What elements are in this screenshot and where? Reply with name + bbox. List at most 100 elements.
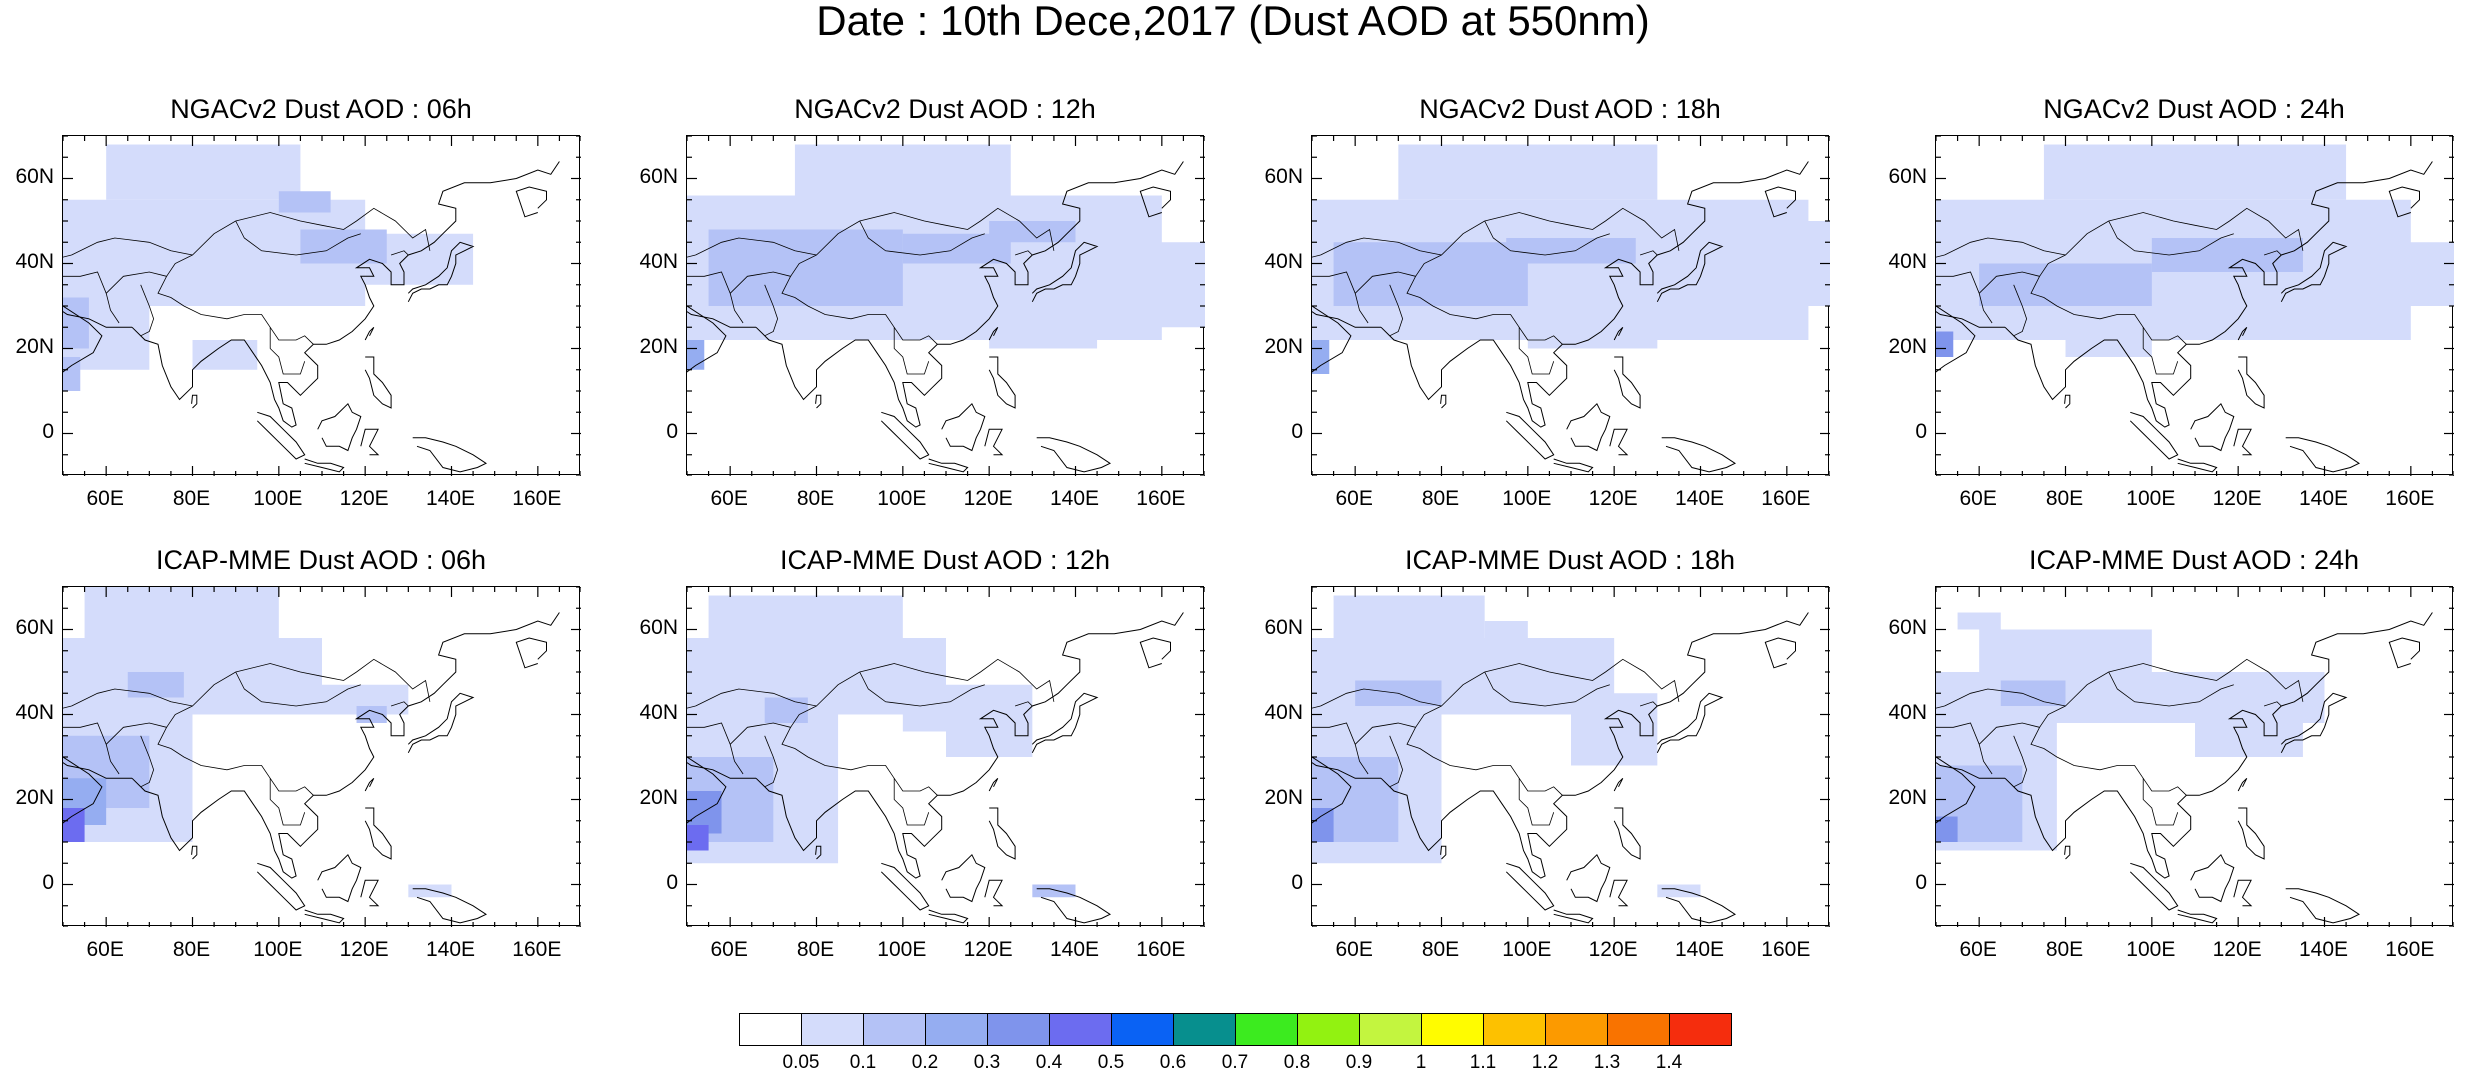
country-border [764, 284, 779, 337]
dust-aod-map [1312, 136, 1830, 476]
country-border [695, 658, 1055, 707]
dust-cell [1312, 808, 1334, 842]
lat-tick-label: 60N [1888, 615, 1927, 639]
coastline [988, 326, 999, 341]
coastline [2388, 637, 2420, 669]
coastline [1613, 807, 1641, 860]
dust-cell [764, 697, 808, 723]
lat-tick-label: 20N [1888, 334, 1927, 358]
coastline [191, 394, 198, 409]
lat-tick-label: 20N [1264, 785, 1303, 809]
colorbar-swatch [1173, 1013, 1236, 1046]
colorbar-label: 0.4 [1035, 1052, 1063, 1073]
colorbar-swatch [863, 1013, 926, 1046]
country-border [1389, 284, 1404, 337]
coastline [928, 909, 969, 924]
coastline [1656, 241, 1724, 303]
panel-title: NGACv2 Dust AOD : 24h [2043, 94, 2345, 124]
country-border [235, 220, 361, 256]
lon-tick-label: 120E [339, 487, 389, 510]
lon-tick-label: 80E [1421, 487, 1460, 510]
coastline [755, 161, 1184, 428]
lon-tick-label: 140E [1674, 938, 1725, 961]
dust-shading [1936, 612, 2325, 851]
country-border [1944, 658, 2304, 707]
lon-tick-label: 140E [1049, 938, 1100, 961]
dust-aod-map [1936, 587, 2454, 927]
coastline [2280, 692, 2348, 754]
map-frame [62, 135, 581, 476]
axis-ticks [63, 587, 581, 927]
dust-cell [278, 191, 331, 213]
country-border [859, 220, 985, 256]
figure-title: Date : 10th Dece,2017 (Dust AOD at 550nm… [816, 0, 1650, 44]
country-border [2013, 735, 2028, 788]
coastline [2388, 186, 2420, 218]
coastline [687, 305, 727, 373]
coastline [2237, 356, 2265, 409]
colorbar-label: 0.8 [1283, 1052, 1311, 1073]
country-border [2263, 701, 2282, 707]
country-border [1014, 250, 1033, 256]
axis-ticks [687, 136, 1205, 476]
coastline [407, 241, 475, 303]
lon-tick-label: 160E [1136, 938, 1186, 961]
lat-tick-label: 40N [15, 249, 54, 273]
coastline [317, 853, 362, 903]
coastline [2190, 853, 2235, 903]
coastline [1936, 756, 1976, 824]
lon-tick-label: 100E [2126, 487, 2176, 510]
dust-cell [1936, 816, 1958, 842]
coastline [1380, 161, 1809, 428]
coastline [2233, 428, 2253, 456]
coastline [941, 402, 986, 452]
country-border [269, 327, 306, 375]
lon-tick-label: 160E [512, 487, 562, 510]
dust-aod-map [1936, 136, 2454, 476]
country-border [105, 722, 314, 796]
country-border [729, 271, 938, 345]
axis-ticks [63, 136, 581, 476]
coastline [407, 692, 475, 754]
colorbar-swatch [1483, 1013, 1546, 1046]
lat-tick-label: 40N [1264, 249, 1303, 273]
colorbar-label: 1.3 [1593, 1052, 1621, 1073]
country-border [2013, 284, 2028, 337]
lon-tick-label: 160E [1761, 938, 1811, 961]
lon-tick-label: 160E [512, 938, 562, 961]
lon-tick-label: 80E [2045, 938, 2084, 961]
panel-title: NGACv2 Dust AOD : 06h [170, 94, 472, 124]
country-border [166, 705, 193, 728]
country-border [1389, 735, 1404, 788]
dust-cell [408, 884, 452, 898]
axis-ticks [1312, 136, 1830, 476]
coastline [815, 394, 822, 409]
dust-shading [687, 595, 1076, 898]
lon-tick-label: 60E [86, 938, 124, 961]
dust-cell [1398, 144, 1658, 200]
lat-tick-label: 60N [639, 164, 678, 188]
panel-title: ICAP-MME Dust AOD : 24h [2028, 545, 2360, 575]
country-border [390, 250, 409, 256]
country-border [687, 722, 744, 775]
coastline [191, 845, 198, 860]
colorbar-swatch [1359, 1013, 1422, 1046]
lat-tick-label: 20N [15, 785, 54, 809]
coastline [131, 161, 560, 428]
coastline [1656, 692, 1724, 754]
coastline [256, 411, 306, 460]
dust-cell [192, 340, 258, 370]
coastline [988, 356, 1016, 409]
coastline [2190, 402, 2235, 452]
coastline [2237, 807, 2265, 860]
map-frame [1311, 586, 1830, 927]
coastline [304, 458, 345, 473]
lon-tick-label: 140E [1674, 487, 1725, 510]
coastline [1312, 762, 1382, 779]
lat-tick-label: 60N [1264, 615, 1303, 639]
colorbar-label: 0.05 [782, 1052, 820, 1073]
coastline [1139, 637, 1171, 669]
dust-cell [84, 587, 279, 638]
coastline [412, 888, 488, 924]
panel-title: ICAP-MME Dust AOD : 12h [779, 545, 1111, 575]
